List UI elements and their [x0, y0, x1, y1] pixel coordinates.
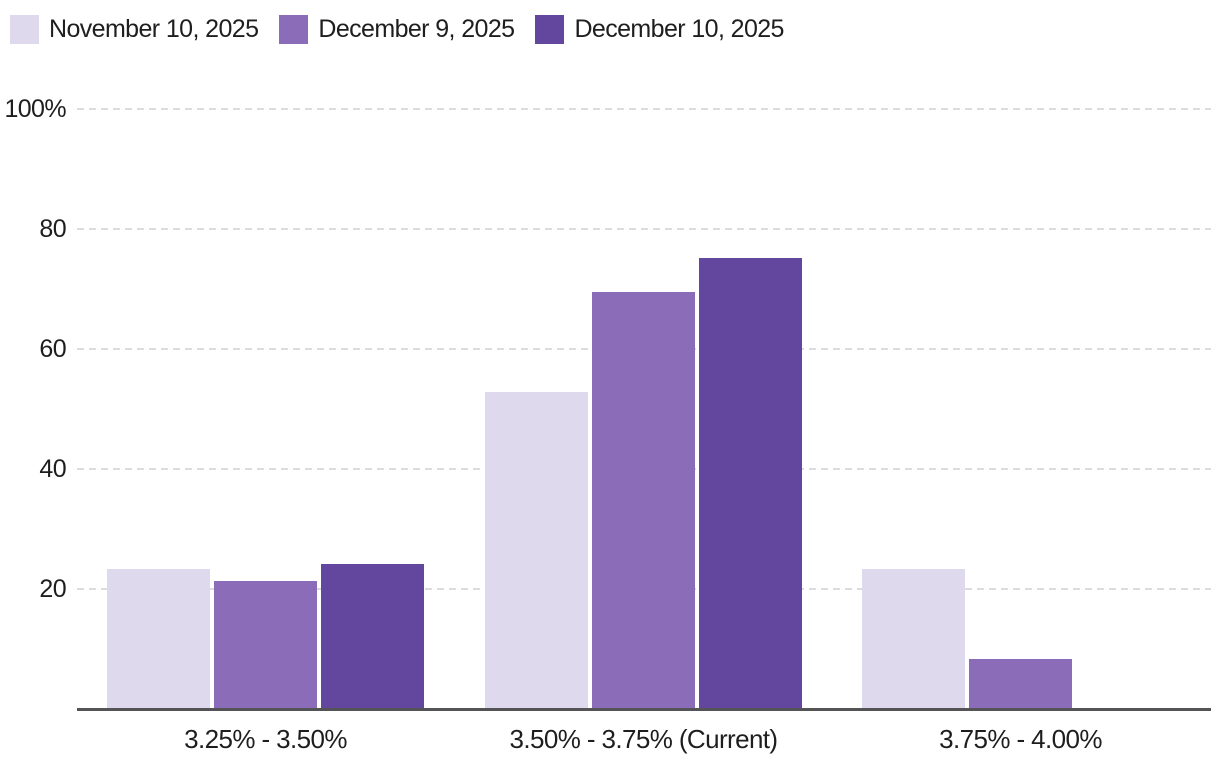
bar-1-series-1[interactable]: [592, 292, 695, 708]
y-axis-tick-label: 100%: [4, 95, 66, 123]
legend-item-series-2[interactable]: December 10, 2025: [535, 15, 784, 44]
x-axis-line: [77, 708, 1211, 711]
gridline-100: [77, 108, 1211, 110]
bar-0-series-2[interactable]: [321, 564, 424, 708]
x-axis-category-label: 3.75% - 4.00%: [939, 724, 1102, 754]
legend-swatch-icon: [279, 15, 309, 44]
legend-item-series-0[interactable]: November 10, 2025: [10, 15, 259, 44]
chart-legend: November 10, 2025 December 9, 2025 Decembe…: [10, 15, 784, 44]
bar-0-series-0[interactable]: [107, 569, 210, 708]
legend-label: November 10, 2025: [49, 15, 259, 43]
legend-item-series-1[interactable]: December 9, 2025: [279, 15, 515, 44]
bar-2-series-1[interactable]: [969, 659, 1072, 708]
bar-1-series-0[interactable]: [485, 392, 588, 708]
bar-1-series-2[interactable]: [699, 258, 802, 708]
y-axis-tick-label: 40: [39, 455, 66, 483]
y-axis-tick-label: 20: [39, 575, 66, 603]
x-axis-category-label: 3.50% - 3.75% (Current): [509, 724, 779, 754]
bar-2-series-0[interactable]: [862, 569, 965, 708]
bar-0-series-1[interactable]: [214, 581, 317, 708]
legend-swatch-icon: [10, 15, 39, 44]
y-axis-tick-label: 60: [39, 335, 66, 363]
x-axis-category-label: 3.25% - 3.50%: [184, 724, 347, 754]
legend-label: December 10, 2025: [574, 15, 784, 43]
gridline-80: [77, 228, 1211, 230]
legend-swatch-icon: [535, 15, 565, 44]
y-axis-tick-label: 80: [39, 215, 66, 243]
legend-label: December 9, 2025: [318, 15, 515, 43]
